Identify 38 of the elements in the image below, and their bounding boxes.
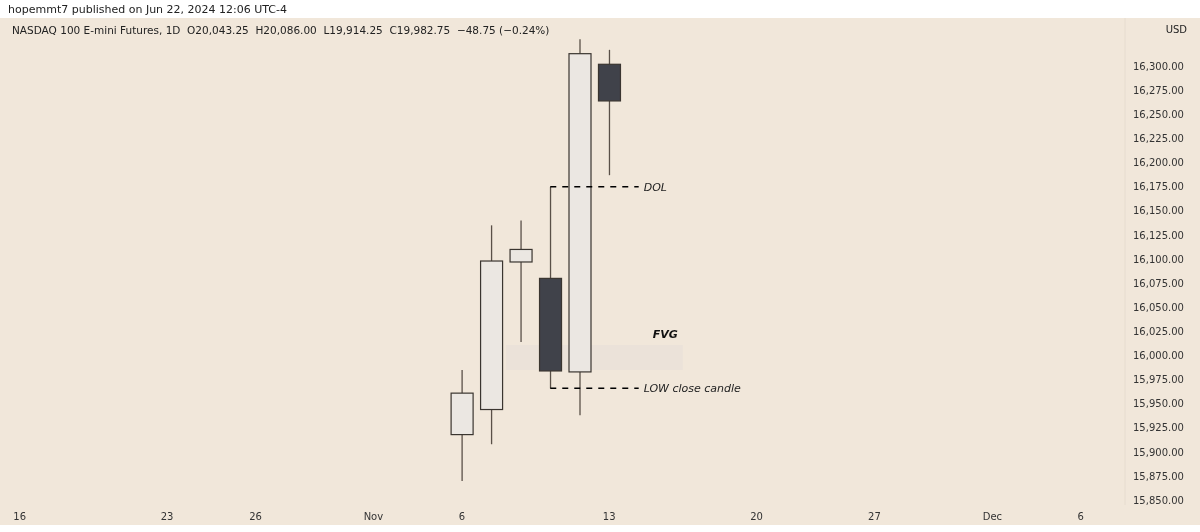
- text: NASDAQ 100 E-mini Futures, 1D O20,043.25 H20,086.00 L19,914.25 C19,982.75 −48.75 (−0.24%): [12, 24, 550, 36]
- y-tick-label: 15,850.00: [1133, 494, 1184, 506]
- y-tick-label: 16,200.00: [1133, 157, 1184, 169]
- y-tick-label: 16,125.00: [1133, 229, 1184, 241]
- ref-line-label: LOW close candle: [643, 382, 742, 396]
- y-tick-label: 16,025.00: [1133, 325, 1184, 337]
- ref-line-label: DOL: [643, 180, 667, 194]
- y-tick-label: 15,975.00: [1133, 374, 1184, 386]
- y-tick-label: 16,175.00: [1133, 181, 1184, 193]
- x-tick-label: 16: [13, 511, 27, 523]
- candlestick: [450, 369, 474, 482]
- text: hopemmt7 published on Jun 22, 2024 12:06 UTC-4: [8, 3, 288, 16]
- y-tick-label: 15,900.00: [1133, 446, 1184, 458]
- x-tick-label: Nov: [363, 511, 384, 523]
- x-tick-label: 27: [868, 511, 881, 523]
- y-tick-label: 16,250.00: [1133, 108, 1184, 120]
- candlestick: [479, 224, 504, 445]
- y-tick-label: 16,075.00: [1133, 277, 1184, 289]
- y-tick-label: 15,925.00: [1133, 422, 1184, 434]
- y-tick-label: 16,150.00: [1133, 205, 1184, 217]
- y-tick-label: 16,300.00: [1133, 60, 1184, 72]
- y-tick-label: 15,950.00: [1133, 398, 1184, 410]
- y-tick-label: 16,000.00: [1133, 350, 1184, 362]
- x-tick-label: Dec: [982, 511, 1003, 523]
- y-axis-title: USD: [1165, 24, 1188, 36]
- x-tick-label: 6: [458, 511, 466, 523]
- y-tick-label: 15,875.00: [1133, 470, 1184, 482]
- x-tick-label: 26: [249, 511, 262, 523]
- y-tick-label: 16,275.00: [1133, 84, 1184, 96]
- y-tick-label: 16,225.00: [1133, 133, 1184, 145]
- y-tick-label: 16,050.00: [1133, 301, 1184, 313]
- x-tick-label: 20: [750, 511, 763, 523]
- x-tick-label: 6: [1077, 511, 1084, 523]
- y-tick-label: 16,100.00: [1133, 253, 1184, 265]
- candlestick: [509, 219, 533, 343]
- band-label: FVG: [652, 327, 678, 341]
- x-tick-label: 23: [160, 511, 174, 523]
- x-tick-label: 13: [602, 511, 616, 523]
